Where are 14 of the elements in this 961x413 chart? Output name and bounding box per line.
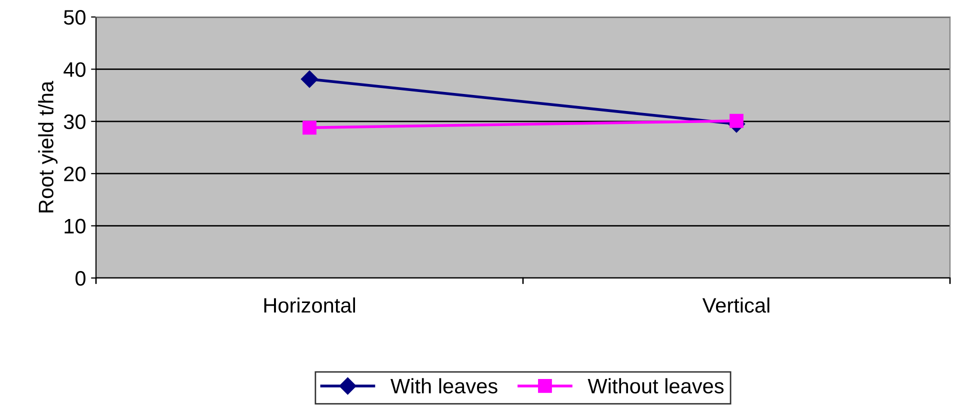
legend-label: With leaves: [390, 378, 498, 394]
y-tick-label: 30: [64, 114, 86, 130]
legend-label: Without leaves: [588, 378, 724, 394]
y-tick-label: 20: [64, 166, 86, 182]
point: [300, 70, 318, 88]
point: [302, 120, 316, 135]
x-tick-label: Vertical: [702, 297, 770, 313]
x-tick-label: Horizontal: [264, 297, 356, 313]
y-axis-title: Root yield t/ha: [38, 80, 58, 212]
y-tick-label: 10: [64, 218, 86, 234]
point: [730, 114, 744, 128]
y-tick-label: 0: [76, 271, 86, 286]
y-tick-label: 40: [64, 62, 86, 77]
y-tick-label: 50: [64, 10, 86, 25]
